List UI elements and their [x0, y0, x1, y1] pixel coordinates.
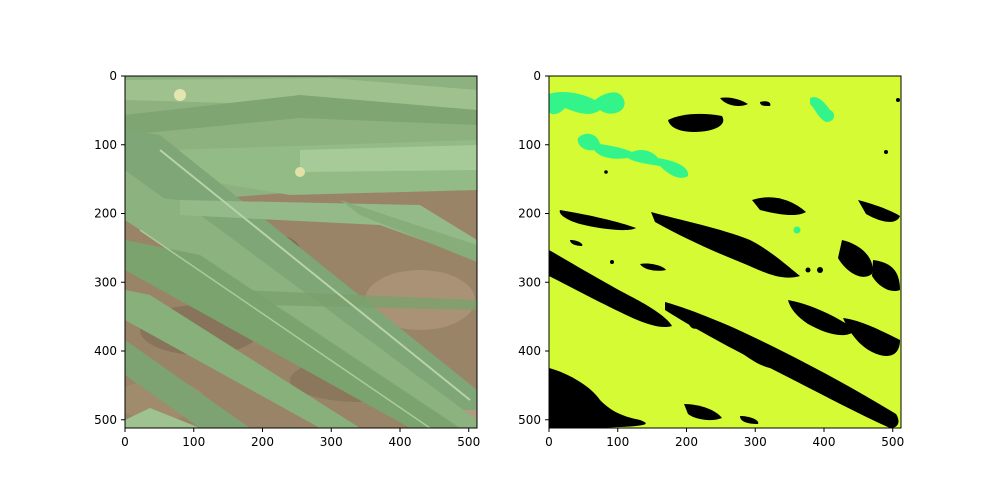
- segmentation-y-tick-label: 500: [518, 413, 541, 427]
- photo-axes-frame: [124, 75, 478, 429]
- photo-y-tick-label: 500: [94, 413, 117, 427]
- segmentation-x-tick-label: 400: [813, 435, 836, 449]
- photo-x-tick-label: 200: [251, 435, 274, 449]
- segmentation-y-tick-label: 400: [518, 344, 541, 358]
- photo-y-tick-label: 0: [109, 69, 117, 83]
- photo-y-tick-label: 200: [94, 207, 117, 221]
- photo-x-tick-label: 300: [320, 435, 343, 449]
- photo-y-tick-label: 400: [94, 344, 117, 358]
- segmentation-x-tick-label: 500: [881, 435, 904, 449]
- photo-y-tick-label: 100: [94, 138, 117, 152]
- photo-axes-ticks: 0 100 200 300 400 500 0 100 200 300 400 500: [94, 69, 480, 449]
- segmentation-axes-frame: [548, 75, 902, 429]
- segmentation-x-tick-label: 300: [744, 435, 767, 449]
- photo-y-tick-label: 300: [94, 275, 117, 289]
- segmentation-axes-ticks: 0 100 200 300 400 500 0 100 200 300 400 500: [518, 69, 904, 449]
- segmentation-panel: 0 100 200 300 400 500 0 100 200 300 400 500: [518, 69, 904, 449]
- segmentation-x-tick-label: 200: [675, 435, 698, 449]
- segmentation-y-tick-label: 300: [518, 275, 541, 289]
- photo-x-tick-label: 0: [121, 435, 129, 449]
- segmentation-y-tick-label: 0: [533, 69, 541, 83]
- photo-panel: 0 100 200 300 400 500 0 100 200 300 400 500: [94, 69, 480, 449]
- photo-x-tick-label: 400: [389, 435, 412, 449]
- photo-x-tick-label: 100: [182, 435, 205, 449]
- segmentation-y-tick-label: 100: [518, 138, 541, 152]
- photo-x-tick-label: 500: [457, 435, 480, 449]
- segmentation-y-tick-label: 200: [518, 207, 541, 221]
- photo-image: [125, 76, 477, 428]
- segmentation-image: [549, 76, 901, 428]
- segmentation-x-tick-label: 100: [606, 435, 629, 449]
- segmentation-x-tick-label: 0: [545, 435, 553, 449]
